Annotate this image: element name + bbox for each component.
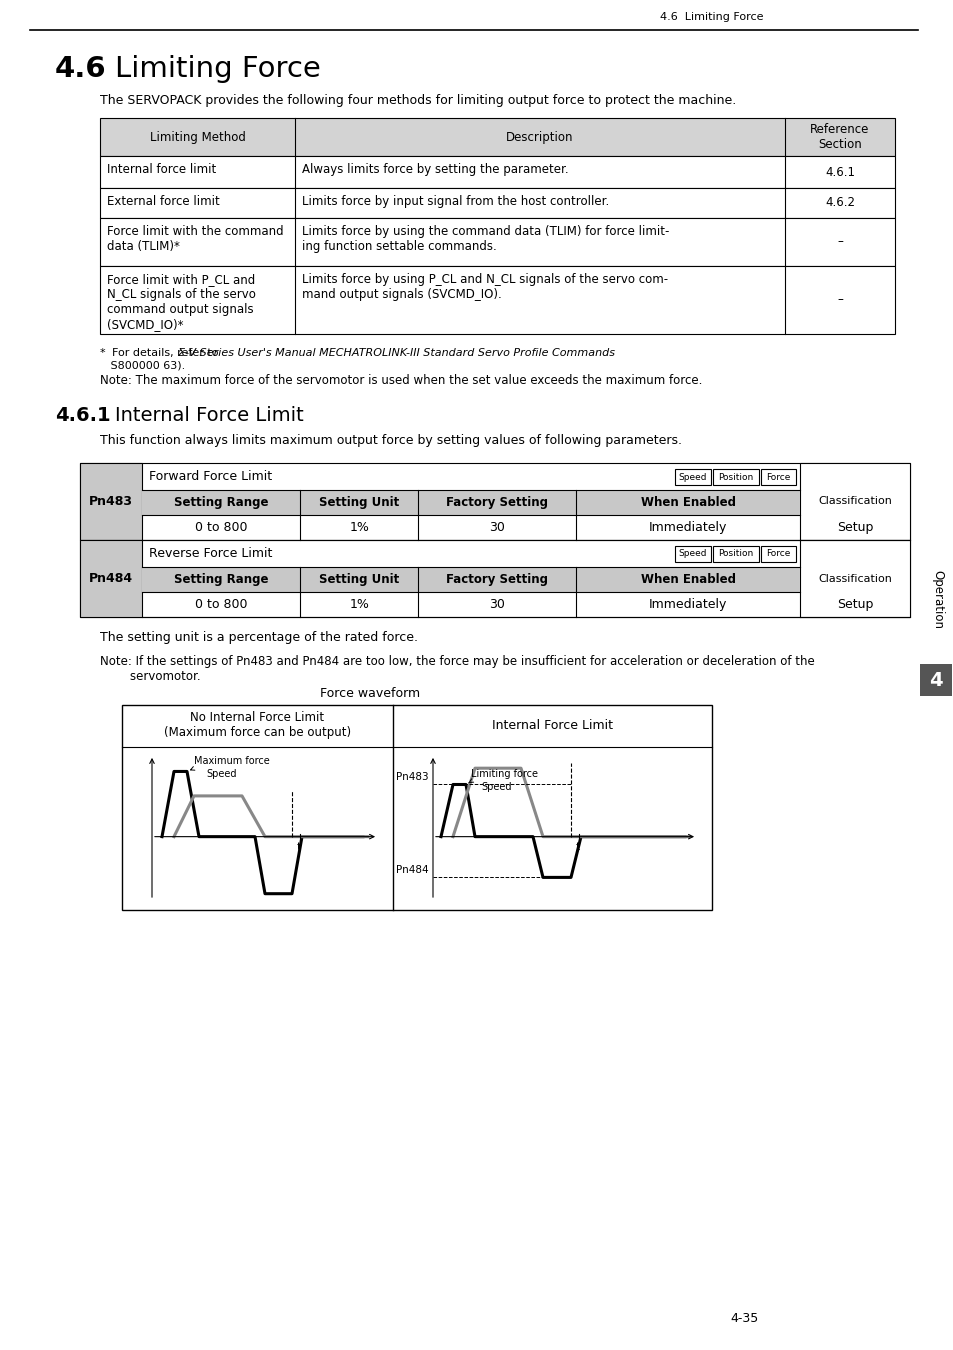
Text: Limiting Force: Limiting Force <box>115 55 320 82</box>
Text: Internal Force Limit: Internal Force Limit <box>492 720 613 732</box>
Bar <box>712 545 759 562</box>
Bar <box>100 117 894 157</box>
Text: Σ-V Series User's Manual MECHATROLINK-III Standard Servo Profile Commands: Σ-V Series User's Manual MECHATROLINK-II… <box>178 348 615 358</box>
Text: Position: Position <box>718 549 753 559</box>
Bar <box>919 664 951 697</box>
Text: Reference
Section: Reference Section <box>809 123 869 151</box>
Text: Classification: Classification <box>818 574 891 583</box>
Text: Setting Unit: Setting Unit <box>318 572 399 586</box>
Text: Limits force by input signal from the host controller.: Limits force by input signal from the ho… <box>302 194 609 208</box>
Text: When Enabled: When Enabled <box>640 572 735 586</box>
Text: Operation: Operation <box>930 571 943 629</box>
Text: The SERVOPACK provides the following four methods for limiting output force to p: The SERVOPACK provides the following fou… <box>100 95 736 107</box>
Text: Description: Description <box>506 131 573 143</box>
Text: The setting unit is a percentage of the rated force.: The setting unit is a percentage of the … <box>100 630 417 644</box>
Text: Speed: Speed <box>678 472 706 482</box>
Bar <box>80 463 909 540</box>
Bar <box>760 468 795 485</box>
Text: Factory Setting: Factory Setting <box>446 572 548 586</box>
Text: –: – <box>836 293 842 306</box>
Text: Position: Position <box>718 472 753 482</box>
Text: For details, refer to: For details, refer to <box>112 348 222 358</box>
Text: Force limit with the command
data (TLIM)*: Force limit with the command data (TLIM)… <box>107 225 283 252</box>
Bar <box>100 266 894 333</box>
Text: Setting Range: Setting Range <box>173 572 268 586</box>
Text: Pn484: Pn484 <box>395 865 429 875</box>
Text: t: t <box>296 841 301 852</box>
Bar <box>760 545 795 562</box>
Text: Note: The maximum force of the servomotor is used when the set value exceeds the: Note: The maximum force of the servomoto… <box>100 374 701 387</box>
Text: 4.6.2: 4.6.2 <box>824 197 854 209</box>
Text: Setup: Setup <box>836 521 872 535</box>
Text: Internal Force Limit: Internal Force Limit <box>115 406 303 425</box>
Text: Pn483: Pn483 <box>395 772 429 783</box>
Text: Speed: Speed <box>480 783 511 792</box>
Bar <box>80 463 142 540</box>
Text: Force: Force <box>765 549 790 559</box>
Text: 1%: 1% <box>349 598 369 612</box>
Text: No Internal Force Limit
(Maximum force can be output): No Internal Force Limit (Maximum force c… <box>164 711 351 738</box>
Text: 1%: 1% <box>349 521 369 535</box>
Text: Pn483: Pn483 <box>89 495 132 508</box>
Text: Setting Unit: Setting Unit <box>318 495 399 509</box>
Text: Speed: Speed <box>678 549 706 559</box>
Text: Force limit with P_CL and
N_CL signals of the servo
command output signals
(SVCM: Force limit with P_CL and N_CL signals o… <box>107 273 255 331</box>
Text: Limits force by using P_CL and N_CL signals of the servo com-
mand output signal: Limits force by using P_CL and N_CL sign… <box>302 273 667 301</box>
Text: 4.6.1: 4.6.1 <box>824 166 854 178</box>
Text: Immediately: Immediately <box>648 521 726 535</box>
Bar <box>100 157 894 188</box>
Text: Note: If the settings of Pn483 and Pn484 are too low, the force may be insuffici: Note: If the settings of Pn483 and Pn484… <box>100 655 814 683</box>
Bar <box>142 567 800 593</box>
Bar <box>80 540 142 617</box>
Text: 0 to 800: 0 to 800 <box>194 598 247 612</box>
Text: 4.6: 4.6 <box>55 55 107 82</box>
Text: S800000 63).: S800000 63). <box>100 360 185 371</box>
Text: Limits force by using the command data (TLIM) for force limit-
ing function sett: Limits force by using the command data (… <box>302 225 669 252</box>
Text: 4: 4 <box>928 671 942 690</box>
Text: *: * <box>100 348 109 358</box>
Bar <box>675 468 710 485</box>
Text: Limiting Method: Limiting Method <box>150 131 245 143</box>
Text: This function always limits maximum output force by setting values of following : This function always limits maximum outp… <box>100 433 681 447</box>
Text: –: – <box>836 235 842 248</box>
Text: When Enabled: When Enabled <box>640 495 735 509</box>
Bar <box>100 217 894 266</box>
Text: Setup: Setup <box>836 598 872 612</box>
Text: Force waveform: Force waveform <box>319 687 419 701</box>
Text: 30: 30 <box>489 521 505 535</box>
Text: Factory Setting: Factory Setting <box>446 495 548 509</box>
Text: Internal force limit: Internal force limit <box>107 163 216 176</box>
Bar <box>800 463 909 540</box>
Text: 4.6  Limiting Force: 4.6 Limiting Force <box>659 12 762 22</box>
Text: Reverse Force Limit: Reverse Force Limit <box>149 547 273 560</box>
Bar <box>80 540 909 617</box>
Bar <box>712 468 759 485</box>
Text: Maximum force: Maximum force <box>193 756 270 767</box>
Text: Setting Range: Setting Range <box>173 495 268 509</box>
Text: t: t <box>576 841 579 852</box>
Text: Classification: Classification <box>818 497 891 506</box>
Text: External force limit: External force limit <box>107 194 219 208</box>
Text: 4.6.1: 4.6.1 <box>55 406 111 425</box>
Bar <box>675 545 710 562</box>
Bar <box>800 540 909 617</box>
Bar <box>122 705 711 910</box>
Text: 0 to 800: 0 to 800 <box>194 521 247 535</box>
Text: Always limits force by setting the parameter.: Always limits force by setting the param… <box>302 163 568 176</box>
Bar <box>142 490 800 514</box>
Text: Pn484: Pn484 <box>89 572 132 585</box>
Bar <box>100 188 894 217</box>
Text: Force: Force <box>765 472 790 482</box>
Text: 4-35: 4-35 <box>729 1312 758 1324</box>
Text: Immediately: Immediately <box>648 598 726 612</box>
Text: Limiting force: Limiting force <box>471 769 537 779</box>
Text: 30: 30 <box>489 598 505 612</box>
Text: Speed: Speed <box>206 769 236 779</box>
Text: Forward Force Limit: Forward Force Limit <box>149 470 272 483</box>
